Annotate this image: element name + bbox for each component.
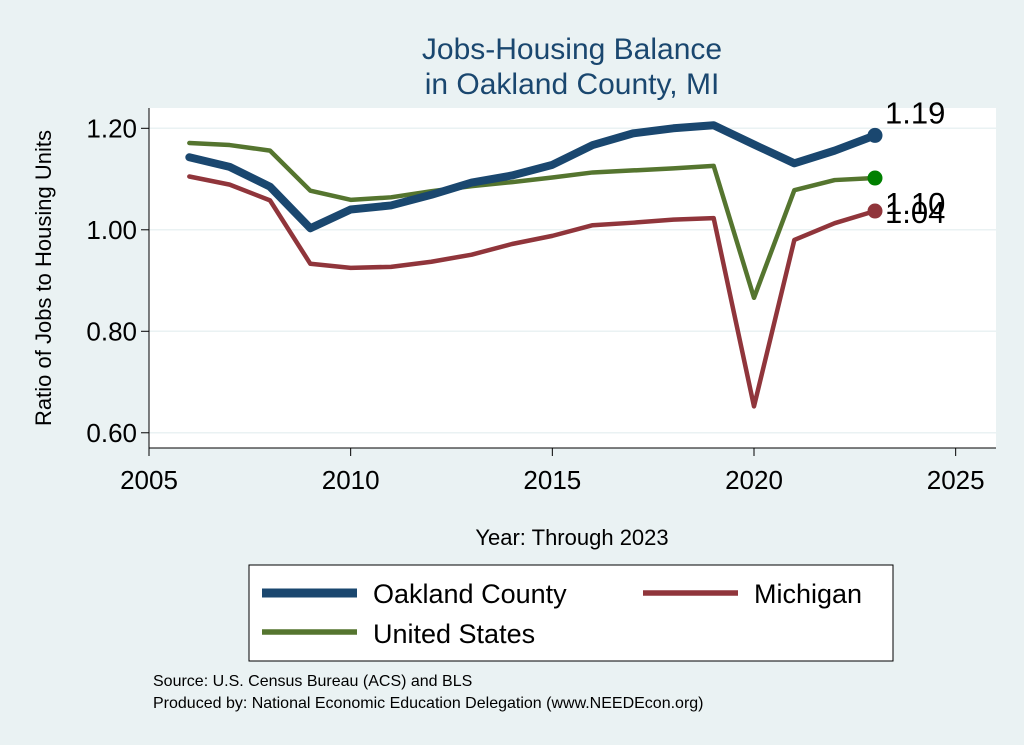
plot-area (149, 108, 996, 448)
series-line-united-states (187, 140, 878, 301)
end-label-michigan: 1.04 (885, 195, 945, 230)
y-axis-label: Ratio of Jobs to Housing Units (31, 130, 56, 426)
x-axis-label: Year: Through 2023 (475, 525, 668, 550)
chart-subtitle: in Oakland County, MI (425, 68, 720, 101)
x-tick-label-4: 2025 (927, 465, 985, 495)
legend-label-michigan: Michigan (754, 579, 862, 609)
y-tick-label-2: 1.00 (86, 215, 137, 245)
x-tick-label-3: 2020 (725, 465, 783, 495)
y-axis-ticks: 0.60 0.80 1.00 1.20 (86, 113, 149, 448)
legend: Oakland County Michigan United States (248, 564, 894, 662)
end-labels: 1.19 1.041.10 (885, 95, 945, 230)
source-note: Source: U.S. Census Bureau (ACS) and BLS (153, 673, 472, 690)
legend-label-oakland-county: Oakland County (373, 579, 567, 609)
legend-box (248, 564, 894, 662)
end-label-oakland-county: 1.19 (885, 95, 945, 130)
x-axis-ticks: 2005 2010 2015 2020 2025 (120, 448, 985, 495)
legend-label-united-states: United States (373, 619, 535, 649)
end-markers (867, 127, 883, 219)
series-line-oakland-county (185, 121, 879, 233)
end-marker-oakland-county (867, 127, 883, 143)
y-tick-label-3: 1.20 (86, 113, 137, 143)
produced-by-note: Produced by: National Economic Education… (153, 695, 704, 712)
end-label-united-states: 1.10 (885, 186, 945, 221)
x-tick-label-1: 2010 (322, 465, 380, 495)
series-lines (185, 121, 879, 409)
end-marker-united-states (867, 170, 883, 186)
x-tick-label-0: 2005 (120, 465, 178, 495)
y-tick-label-0: 0.60 (86, 418, 137, 448)
chart-title: Jobs-Housing Balance (422, 33, 722, 66)
end-marker-michigan (867, 203, 883, 219)
y-tick-label-1: 0.80 (86, 316, 137, 346)
x-tick-label-2: 2015 (523, 465, 581, 495)
series-line-michigan (187, 174, 878, 409)
